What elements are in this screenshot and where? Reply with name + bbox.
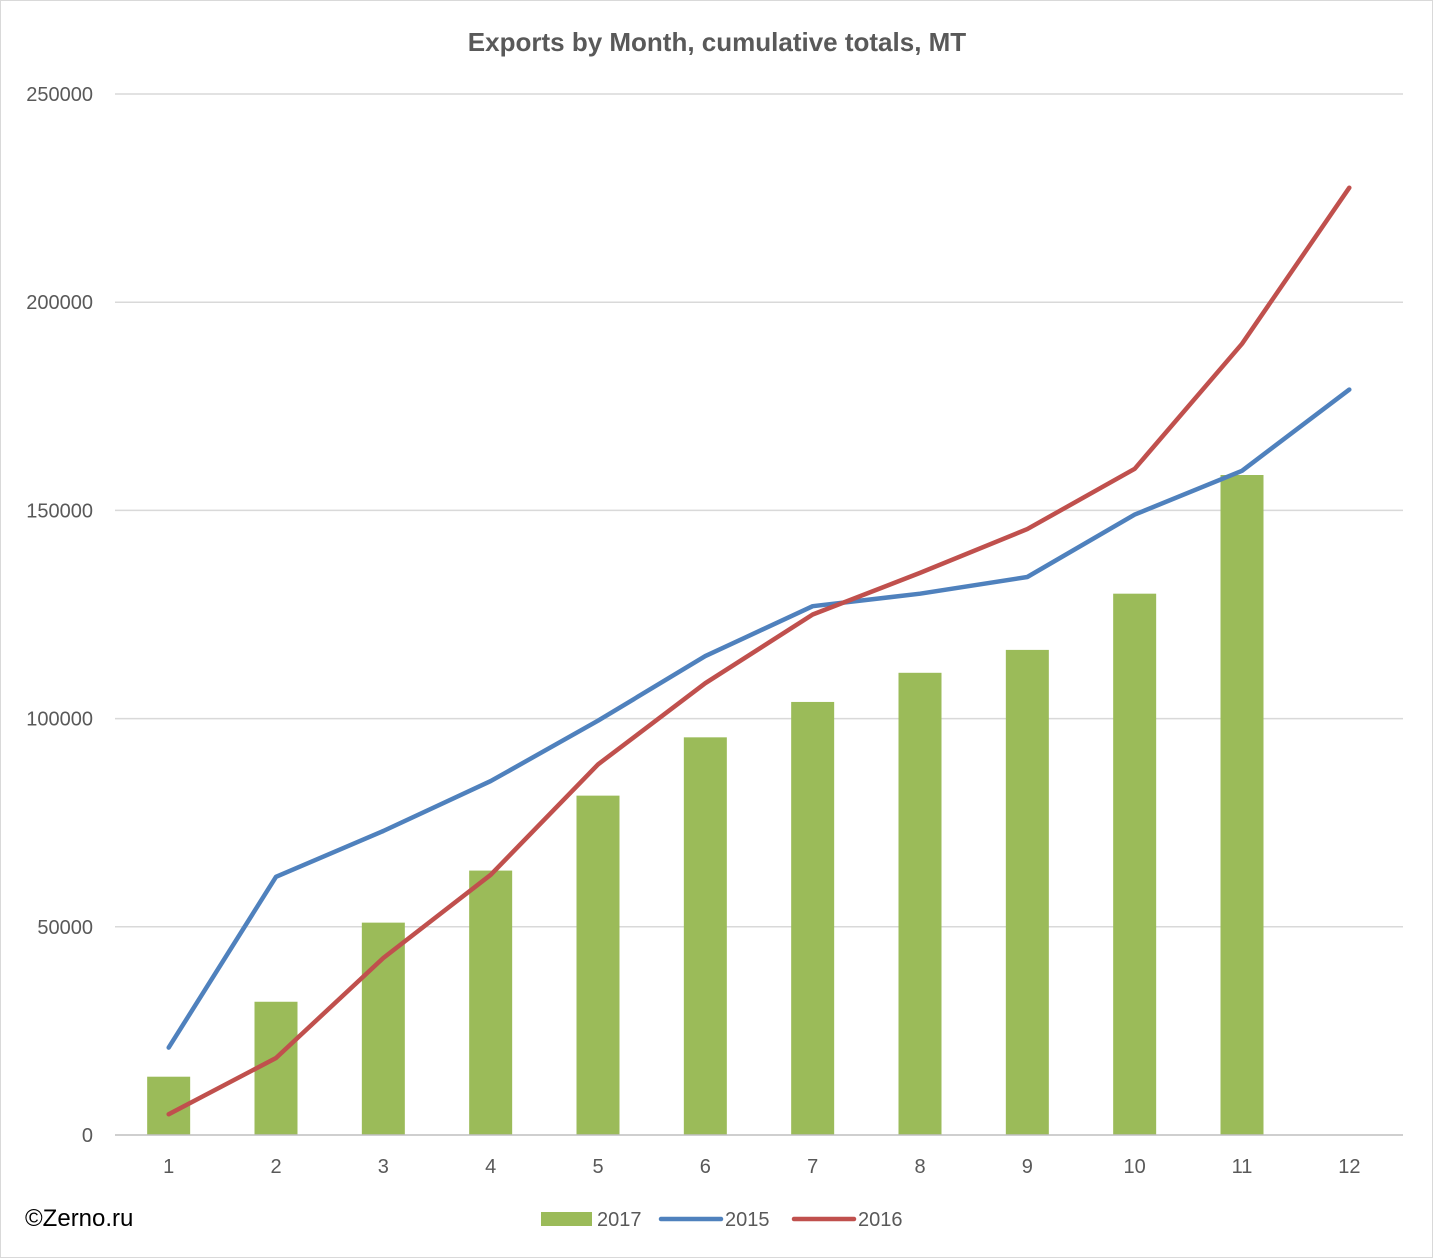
y-tick-label-50000: 50000 (37, 917, 93, 939)
y-tick-label-0: 0 (82, 1125, 93, 1147)
bar-2017-2 (254, 1001, 298, 1135)
bar-2017-8 (898, 672, 942, 1135)
x-tick-label-1: 1 (163, 1156, 174, 1178)
x-tick-label-12: 12 (1338, 1156, 1360, 1178)
x-tick-label-9: 9 (1022, 1156, 1033, 1178)
x-axis-tick-labels: 1 2 3 4 5 6 7 8 9 10 11 12 (163, 1156, 1360, 1178)
watermark-text: ©Zerno.ru (25, 1205, 134, 1232)
y-tick-label-150000: 150000 (26, 500, 93, 522)
chart-title: Exports by Month, cumulative totals, MT (468, 27, 966, 57)
x-tick-label-10: 10 (1124, 1156, 1146, 1178)
x-tick-label-7: 7 (807, 1156, 818, 1178)
x-tick-label-5: 5 (592, 1156, 603, 1178)
y-tick-label-100000: 100000 (26, 709, 93, 731)
line-series-2016 (166, 185, 1352, 1117)
legend-label-2017: 2017 (597, 1209, 642, 1231)
legend: 2017 2015 2016 (541, 1209, 903, 1231)
x-tick-label-6: 6 (700, 1156, 711, 1178)
legend-label-2015: 2015 (725, 1209, 770, 1231)
x-tick-label-3: 3 (378, 1156, 389, 1178)
legend-label-2016: 2016 (858, 1209, 903, 1231)
bar-2017-7 (791, 701, 835, 1135)
y-axis-tick-labels: 0 50000 100000 150000 200000 250000 (26, 84, 93, 1147)
bar-2017-4 (469, 870, 513, 1135)
x-tick-label-4: 4 (485, 1156, 496, 1178)
x-tick-label-2: 2 (270, 1156, 281, 1178)
bar-2017-5 (576, 795, 620, 1135)
gridlines (115, 93, 1403, 928)
line-series (166, 185, 1352, 1117)
x-tick-label-8: 8 (914, 1156, 925, 1178)
y-tick-label-200000: 200000 (26, 292, 93, 314)
bar-2017-10 (1113, 593, 1157, 1135)
bar-2017-9 (1005, 649, 1049, 1135)
line-series-2015 (166, 387, 1352, 1050)
bar-2017-3 (361, 922, 405, 1135)
legend-swatch-2017 (541, 1212, 592, 1226)
x-tick-label-11: 11 (1232, 1156, 1253, 1178)
bar-2017-11 (1220, 475, 1264, 1136)
y-tick-label-250000: 250000 (26, 84, 93, 106)
bar-2017-6 (683, 737, 727, 1135)
bar-series-2017 (147, 475, 1264, 1136)
